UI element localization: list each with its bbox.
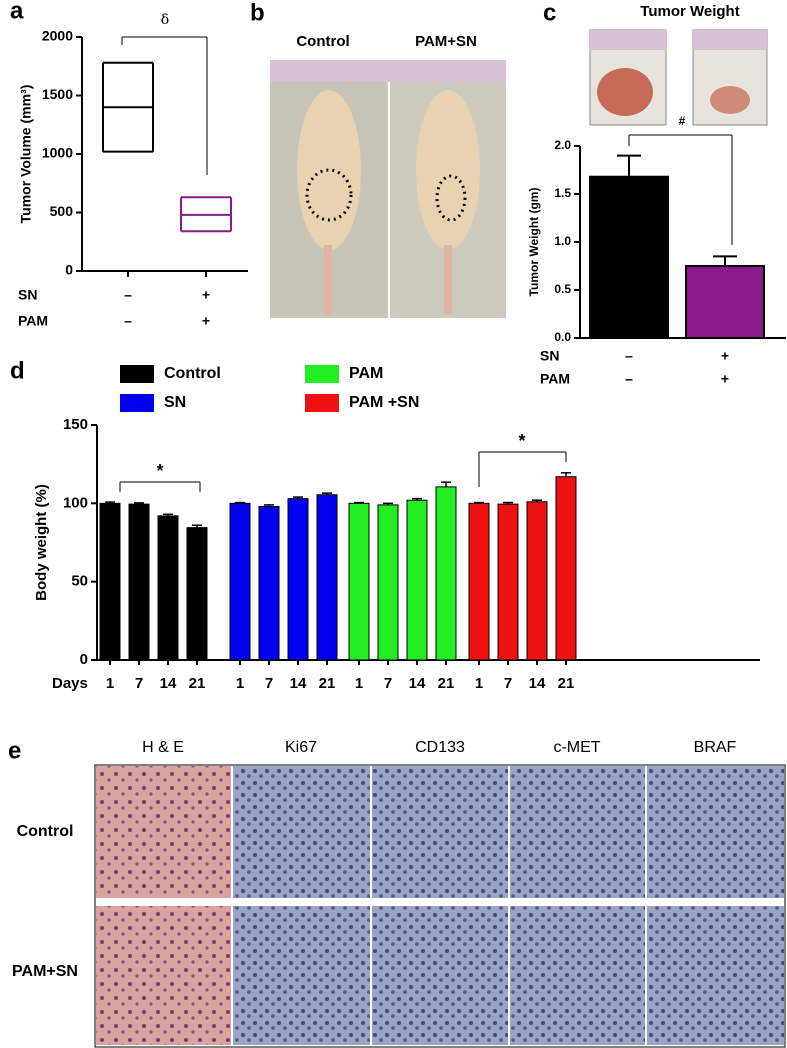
y-axis-label: Tumor Weight (gm) — [527, 188, 541, 297]
bar — [589, 175, 669, 339]
stain-label: CD133 — [415, 739, 465, 756]
bar — [157, 515, 179, 661]
factor-label: PAM — [18, 313, 48, 329]
bar — [186, 527, 208, 661]
factor-mark: – — [124, 287, 132, 303]
bar — [348, 502, 370, 661]
x-tick-label: 7 — [135, 675, 143, 692]
y-tick-label: 150 — [63, 416, 88, 433]
bar — [316, 494, 338, 661]
legend-swatch — [305, 394, 339, 412]
stain-label: c-MET — [553, 739, 600, 756]
y-axis-label: Body weight (%) — [33, 484, 50, 601]
photo-column-label: PAM+SN — [415, 33, 477, 50]
row-label: Control — [17, 823, 74, 840]
stain-label: H & E — [142, 739, 184, 756]
significance: # — [679, 114, 686, 128]
chart-title: Tumor Weight — [640, 3, 739, 20]
y-tick-label: 2000 — [42, 28, 73, 44]
panel-label: a — [10, 0, 24, 24]
y-tick-label: 1.0 — [554, 234, 571, 248]
y-tick-label: 0 — [65, 262, 73, 278]
significance: * — [518, 431, 525, 451]
factor-mark: + — [721, 371, 729, 387]
bar — [229, 502, 251, 661]
panel-label: b — [250, 0, 265, 26]
factor-label: PAM — [540, 371, 570, 387]
x-tick-label: 7 — [384, 675, 392, 692]
x-tick-label: 14 — [529, 675, 546, 692]
x-tick-label: 1 — [106, 675, 114, 692]
bar — [468, 502, 490, 661]
stain-label: BRAF — [694, 739, 737, 756]
panel-label: e — [8, 737, 21, 764]
x-tick-label: 7 — [265, 675, 273, 692]
legend-swatch — [305, 365, 339, 383]
bar — [435, 486, 457, 661]
significance: * — [156, 461, 163, 481]
x-tick-label: 1 — [355, 675, 363, 692]
bar — [128, 503, 150, 661]
x-tick-label: 14 — [409, 675, 426, 692]
x-tick-label: 1 — [236, 675, 244, 692]
panel-label: c — [543, 0, 556, 26]
y-tick-label: 0.0 — [554, 330, 571, 344]
y-tick-label: 1500 — [42, 86, 73, 102]
y-tick-label: 0 — [80, 651, 88, 668]
x-axis-label: Days — [52, 675, 88, 692]
bar — [99, 502, 121, 661]
bar — [555, 476, 577, 661]
factor-mark: + — [202, 313, 210, 329]
row-label: PAM+SN — [12, 963, 78, 980]
y-tick-label: 1000 — [42, 145, 73, 161]
bar — [526, 501, 548, 661]
x-tick-label: 14 — [160, 675, 177, 692]
legend-label: PAM — [349, 365, 383, 382]
bar — [377, 504, 399, 661]
bar — [685, 265, 765, 339]
factor-mark: – — [124, 313, 132, 329]
factor-mark: + — [721, 348, 729, 364]
factor-label: SN — [18, 287, 37, 303]
x-tick-label: 14 — [290, 675, 307, 692]
factor-mark: + — [202, 287, 210, 303]
legend-label: PAM +SN — [349, 394, 419, 411]
legend-swatch — [120, 394, 154, 412]
y-tick-label: 500 — [50, 203, 74, 219]
stain-label: Ki67 — [285, 739, 317, 756]
y-tick-label: 2.0 — [554, 138, 571, 152]
bar — [497, 503, 519, 661]
factor-mark: – — [625, 348, 633, 364]
tumor-photos — [589, 29, 768, 126]
bar — [287, 498, 309, 661]
factor-label: SN — [540, 348, 559, 364]
panel-label: d — [10, 357, 25, 384]
legend-label: Control — [164, 365, 221, 382]
y-tick-label: 100 — [63, 494, 88, 511]
legend-swatch — [120, 365, 154, 383]
x-tick-label: 21 — [319, 675, 336, 692]
photo-column-label: Control — [296, 33, 349, 50]
y-tick-label: 50 — [71, 573, 88, 590]
y-tick-label: 1.5 — [554, 186, 571, 200]
x-tick-label: 21 — [558, 675, 575, 692]
factor-mark: – — [625, 371, 633, 387]
bar — [406, 499, 428, 661]
x-tick-label: 21 — [189, 675, 206, 692]
x-tick-label: 1 — [475, 675, 483, 692]
y-tick-label: 0.5 — [554, 282, 571, 296]
y-axis-label: Tumor Volume (mm³) — [18, 85, 34, 224]
histology-grid — [94, 764, 786, 1048]
x-tick-label: 21 — [438, 675, 455, 692]
legend-label: SN — [164, 394, 186, 411]
x-tick-label: 7 — [504, 675, 512, 692]
significance: δ — [161, 12, 169, 28]
mouse-photos — [270, 60, 506, 318]
bar — [258, 505, 280, 661]
